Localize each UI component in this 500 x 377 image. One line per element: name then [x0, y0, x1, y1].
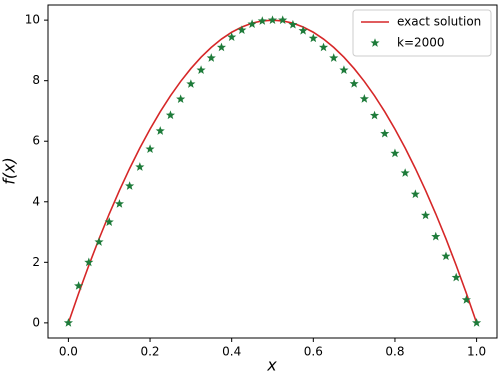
x-tick-label: 0.2 — [140, 345, 159, 359]
star-marker — [390, 148, 400, 158]
y-tick-label: 8 — [32, 73, 40, 87]
star-marker — [298, 25, 308, 35]
star-marker — [421, 210, 431, 220]
star-marker — [94, 237, 104, 246]
y-tick-label: 10 — [25, 13, 40, 27]
star-marker — [278, 15, 288, 25]
star-marker — [359, 94, 369, 103]
star-marker — [380, 128, 390, 138]
star-marker — [206, 53, 216, 62]
y-tick-label: 4 — [32, 194, 40, 208]
star-marker — [237, 25, 247, 35]
legend-label: exact solution — [397, 15, 481, 29]
star-marker — [155, 126, 165, 135]
star-marker — [63, 318, 73, 327]
star-marker — [125, 181, 135, 190]
x-tick-label: 0.0 — [59, 345, 78, 359]
star-marker — [145, 144, 155, 153]
star-marker — [114, 199, 124, 208]
x-tick-label: 1.0 — [467, 345, 486, 359]
star-marker — [257, 16, 267, 25]
star-marker — [227, 32, 237, 41]
star-marker — [369, 110, 380, 120]
star-marker — [84, 257, 94, 267]
line — [67, 19, 478, 324]
star-marker — [400, 168, 410, 177]
star-marker — [431, 231, 441, 241]
star-marker — [165, 110, 176, 120]
star-marker — [176, 94, 186, 104]
x-tick-label: 0.8 — [385, 345, 404, 359]
legend-marker — [370, 38, 380, 47]
star-marker — [451, 272, 461, 282]
star-marker — [339, 65, 349, 74]
x-tick-label: 0.6 — [304, 345, 323, 359]
y-axis-label: f(x) — [0, 157, 19, 185]
star-marker — [410, 189, 420, 199]
star-marker — [318, 42, 329, 52]
star-marker — [74, 281, 84, 290]
star-marker — [216, 42, 227, 52]
star-marker — [461, 295, 471, 304]
star-marker — [186, 79, 196, 88]
star-marker — [196, 65, 206, 74]
y-tick-label: 0 — [32, 315, 40, 329]
star-marker — [267, 15, 278, 25]
x-tick-label: 0.4 — [222, 345, 241, 359]
star-marker — [135, 162, 145, 171]
star-marker — [472, 318, 482, 327]
plot-frame — [47, 4, 498, 339]
x-axis-label: x — [266, 356, 277, 375]
y-tick-label: 6 — [32, 134, 40, 148]
star-marker — [308, 33, 318, 43]
star-marker — [441, 251, 451, 261]
star-marker — [329, 53, 339, 62]
star-marker — [247, 19, 257, 28]
star-marker — [349, 78, 359, 88]
y-tick-label: 2 — [32, 255, 40, 269]
star-marker — [104, 217, 114, 226]
star-marker — [288, 19, 298, 29]
legend-label: k=2000 — [397, 36, 445, 50]
